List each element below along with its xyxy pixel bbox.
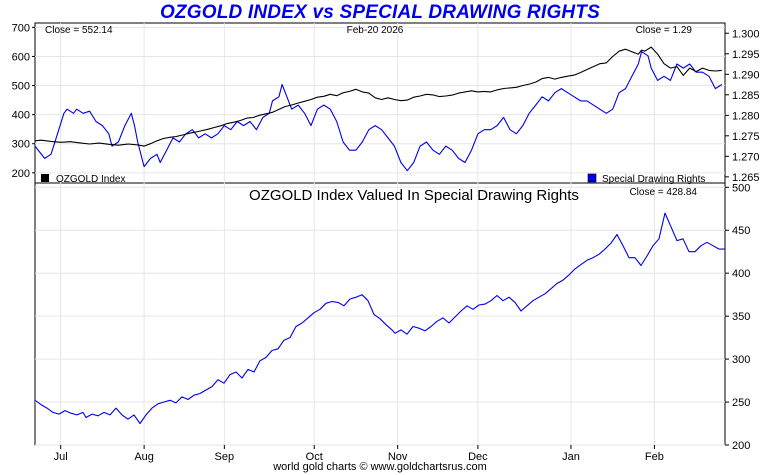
right-y-tick-label: 1.285 (732, 90, 760, 102)
left-y-tick-label: 500 (12, 81, 30, 93)
grid-layer (35, 23, 725, 446)
ozgold-series-line (34, 46, 722, 147)
x-tick-label: Sep (215, 451, 235, 463)
footer-credit: world gold charts © www.goldchartsrus.co… (273, 461, 487, 473)
bottom-panel-frame (34, 182, 726, 446)
legend-sdr-label: Special Drawing Rights (602, 174, 705, 185)
top-left-close-label: Close = 552.14 (45, 25, 113, 36)
right-y-tick-label: 1.270 (732, 151, 760, 163)
x-tick-label: Dec (468, 451, 488, 463)
left-y-tick-label: 700 (12, 22, 30, 34)
right-y-tick-label: 1.295 (732, 49, 760, 61)
right-y-tick-label: 1.300 (732, 28, 760, 40)
right-y-tick-label: 1.290 (732, 69, 760, 81)
x-tick-label: Jul (54, 451, 68, 463)
axis-layer: Jul Aug Sep Oct Nov Dec Jan Feb 200 300 400 500 600 7… (12, 22, 760, 463)
top-panel-frame (34, 22, 726, 184)
ozgold-in-sdr-line (34, 212, 725, 425)
top-right-close-label: Close = 1.29 (636, 25, 693, 36)
left-y-tick-label: 600 (12, 51, 30, 63)
bottom-chart-title: OZGOLD Index Valued In Special Drawing R… (249, 187, 579, 204)
main-title: OZGOLD INDEX vs SPECIAL DRAWING RIGHTS (159, 2, 601, 23)
bottom-close-label: Close = 428.84 (629, 187, 697, 198)
bottom-y-tick-label: 450 (732, 225, 750, 237)
legend-sdr-swatch (587, 173, 597, 183)
right-y-tick-label: 1.275 (732, 131, 760, 143)
bottom-y-tick-label: 350 (732, 311, 750, 323)
x-tick-label: Oct (306, 451, 323, 463)
sdr-series-line (34, 51, 723, 172)
legend-ozgold-label: OZGOLD Index (56, 174, 125, 185)
bottom-y-tick-label: 500 (732, 182, 750, 194)
left-y-tick-label: 400 (12, 110, 30, 122)
bottom-y-tick-label: 300 (732, 354, 750, 366)
x-tick-label: Aug (134, 451, 154, 463)
left-y-tick-label: 300 (12, 139, 30, 151)
bottom-y-tick-label: 400 (732, 268, 750, 280)
right-y-tick-label: 1.265 (732, 172, 760, 184)
x-tick-label: Nov (388, 451, 408, 463)
x-tick-label: Feb (645, 451, 664, 463)
x-tick-label: Jan (562, 451, 580, 463)
right-y-tick-label: 1.280 (732, 110, 760, 122)
bottom-y-tick-label: 200 (732, 440, 750, 452)
bottom-y-tick-label: 250 (732, 397, 750, 409)
series-layer (34, 46, 725, 425)
legend-ozgold-swatch (41, 174, 49, 182)
top-date-label: Feb-20 2026 (347, 25, 404, 36)
left-y-tick-label: 200 (12, 168, 30, 180)
